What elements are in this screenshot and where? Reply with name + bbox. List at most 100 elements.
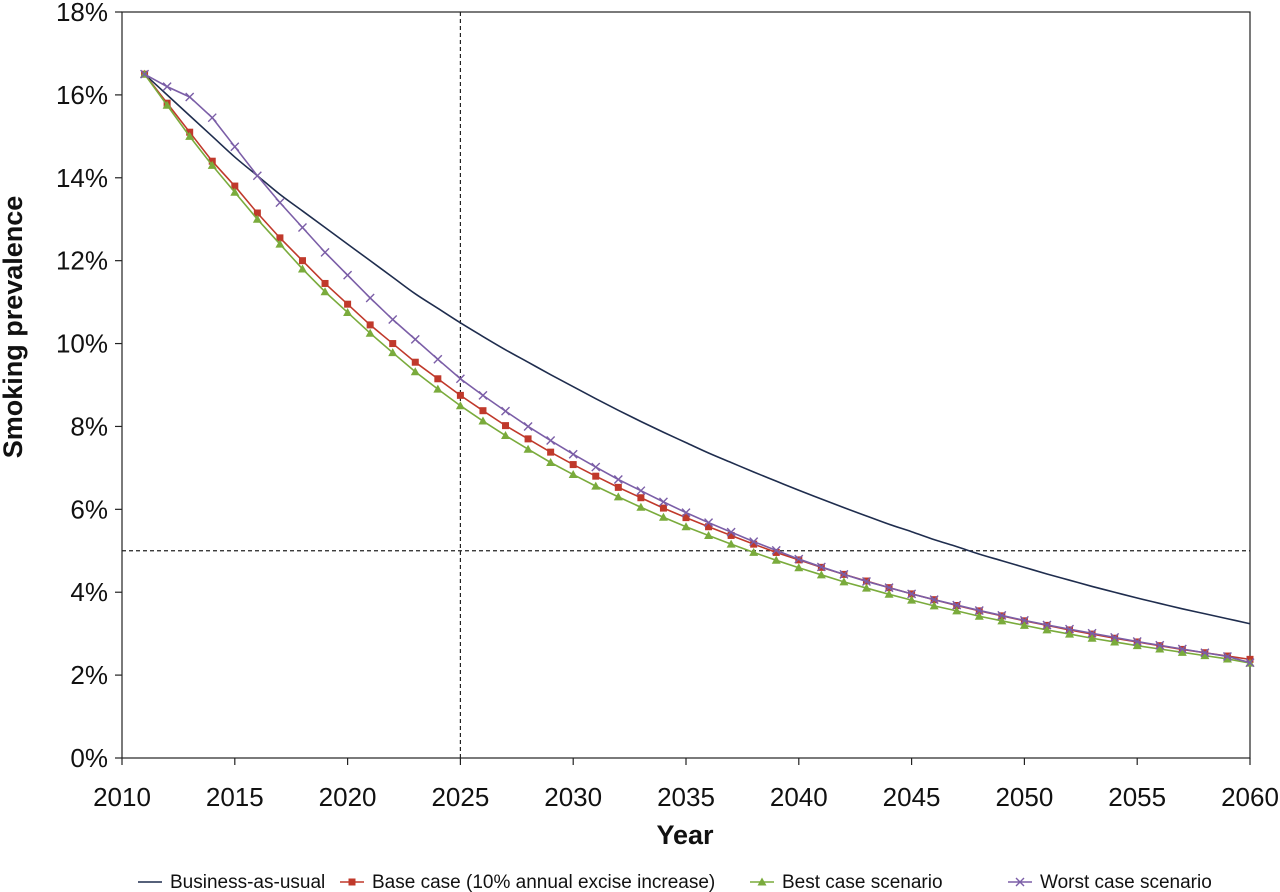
- data-point: [929, 601, 939, 610]
- data-point: [253, 209, 261, 217]
- data-point: [231, 182, 239, 190]
- data-point: [321, 279, 329, 287]
- data-point: [320, 287, 330, 296]
- data-point: [613, 474, 623, 484]
- y-tick-label: 12%: [56, 246, 108, 276]
- x-tick-label: 2020: [319, 782, 377, 812]
- data-point: [501, 406, 511, 416]
- data-point: [455, 374, 465, 384]
- data-point: [207, 113, 217, 123]
- data-point: [861, 576, 871, 586]
- data-point: [592, 472, 600, 480]
- data-point: [298, 257, 306, 265]
- data-point: [614, 483, 622, 491]
- data-point: [794, 563, 804, 572]
- data-point: [297, 223, 307, 233]
- data-point: [771, 545, 781, 555]
- data-point: [455, 401, 465, 410]
- data-point: [1019, 615, 1029, 625]
- y-tick-label: 4%: [70, 577, 108, 607]
- data-point: [320, 247, 330, 257]
- x-tick-label: 2010: [93, 782, 151, 812]
- data-point: [1042, 625, 1052, 634]
- data-point: [1042, 620, 1052, 630]
- data-point: [546, 436, 556, 446]
- data-point: [365, 328, 375, 337]
- data-point: [1200, 648, 1210, 658]
- data-point: [568, 449, 578, 459]
- data-point: [523, 444, 533, 453]
- data-point: [771, 555, 781, 564]
- data-point: [997, 616, 1007, 625]
- data-point: [816, 570, 826, 579]
- data-point: [365, 293, 375, 303]
- legend: Business-as-usual Base case (10% annual e…: [138, 872, 1212, 892]
- data-point: [434, 375, 442, 383]
- data-point: [547, 448, 555, 456]
- x-tick-label: 2015: [206, 782, 264, 812]
- data-point: [705, 523, 713, 531]
- y-tick-label: 0%: [70, 743, 108, 773]
- data-point: [816, 562, 826, 572]
- data-point: [772, 548, 780, 556]
- data-point: [636, 486, 646, 496]
- data-point: [637, 494, 645, 502]
- x-axis-ticks: 2010 2015 2020 2025 2030 2035 2040 2045 2050 2055…: [93, 758, 1279, 812]
- data-point: [252, 171, 262, 181]
- x-tick-label: 2050: [995, 782, 1053, 812]
- data-point: [366, 321, 374, 329]
- x-axis-title: Year: [656, 820, 714, 850]
- data-point: [952, 606, 962, 615]
- data-point: [974, 611, 984, 620]
- data-point: [1177, 647, 1187, 656]
- data-point: [907, 595, 917, 604]
- y-axis-title: Smoking prevalence: [0, 196, 28, 459]
- data-point: [704, 530, 714, 539]
- data-point: [185, 131, 195, 140]
- legend-label: Business-as-usual: [170, 872, 325, 892]
- data-point: [658, 497, 668, 507]
- data-point: [568, 470, 578, 479]
- data-point: [478, 416, 488, 425]
- data-point: [1087, 628, 1097, 638]
- reference-lines: [122, 12, 1250, 758]
- data-point: [523, 421, 533, 431]
- legend-label: Best case scenario: [782, 872, 943, 892]
- data-point: [1155, 644, 1165, 653]
- legend-marker: [1015, 877, 1025, 887]
- data-point: [636, 502, 646, 511]
- data-point: [388, 348, 398, 357]
- data-point: [1245, 658, 1255, 668]
- data-point: [794, 554, 804, 564]
- data-point: [884, 583, 894, 593]
- data-point: [388, 315, 398, 325]
- data-point: [389, 340, 397, 348]
- data-point: [1155, 640, 1165, 650]
- y-tick-label: 6%: [70, 494, 108, 524]
- data-point: [613, 492, 623, 501]
- data-point: [726, 539, 736, 548]
- data-point: [591, 481, 601, 490]
- data-point: [478, 390, 488, 400]
- x-tick-label: 2025: [431, 782, 489, 812]
- y-axis-ticks: 0% 2% 4% 6% 8% 10% 12% 14% 16% 18%: [56, 0, 122, 773]
- x-tick-label: 2035: [657, 782, 715, 812]
- data-point: [1222, 654, 1232, 663]
- x-tick-label: 2055: [1108, 782, 1166, 812]
- y-tick-label: 18%: [56, 0, 108, 27]
- data-point: [749, 537, 759, 547]
- data-point: [839, 577, 849, 586]
- data-point: [1132, 637, 1142, 647]
- data-point: [1110, 632, 1120, 642]
- data-point: [1065, 629, 1075, 638]
- series-4: [140, 69, 1255, 668]
- data-point: [411, 358, 419, 366]
- x-tick-label: 2030: [544, 782, 602, 812]
- data-point: [275, 239, 285, 248]
- data-point: [140, 69, 150, 79]
- y-tick-label: 14%: [56, 163, 108, 193]
- data-point: [974, 605, 984, 615]
- data-point: [433, 354, 443, 364]
- data-point: [952, 600, 962, 610]
